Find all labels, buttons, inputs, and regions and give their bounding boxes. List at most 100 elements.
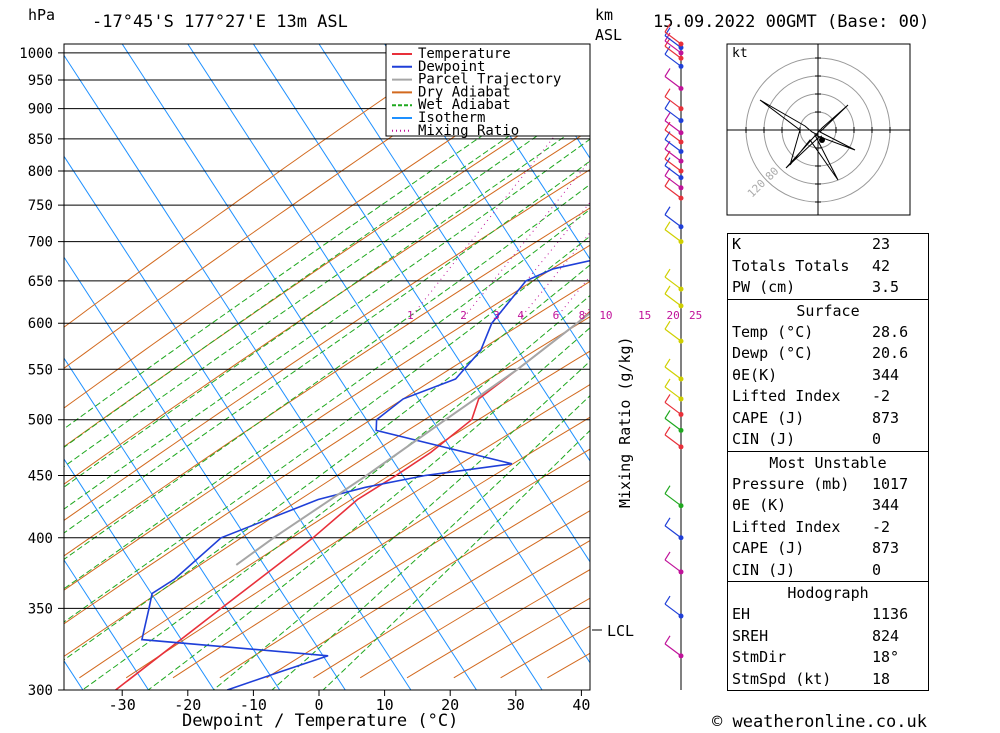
wind-barb: [664, 175, 682, 189]
dry-adiabat-line: [125, 383, 590, 679]
wind-level-dot: [678, 653, 684, 659]
pw-row: PW (cm) 3.5: [732, 278, 900, 296]
wind-level-dot: [678, 149, 684, 155]
wet-adiabat-line: [64, 183, 590, 560]
eh-row: EH 1136: [732, 605, 909, 623]
run-time: 15.09.2022 00GMT (Base: 00): [653, 12, 929, 32]
x-axis-label: Dewpoint / Temperature (°C): [182, 711, 458, 731]
mixing-ratio-label: 3: [493, 309, 500, 322]
mu-pressure-row: Pressure (mb) 1017: [732, 474, 909, 493]
pressure-tick-label: 800: [28, 164, 53, 180]
surface-dewp-row: Dewp (°C) 20.6: [732, 344, 909, 362]
plot-frame: [63, 43, 591, 691]
pressure-tick-label: 450: [28, 468, 53, 484]
wind-barb-flag: [664, 88, 671, 97]
wind-barb: [664, 643, 682, 657]
totals-totals-row: Totals Totals 42: [732, 256, 891, 275]
legend-box: [385, 43, 591, 137]
wet-adiabat-line: [64, 60, 590, 430]
surface-cin-row: CIN (J) 0: [732, 430, 882, 448]
wind-barb-flag: [664, 595, 671, 605]
pressure-tick-label: 900: [28, 102, 53, 118]
wind-barb: [664, 96, 682, 110]
mu-li-row: Lifted Index -2: [732, 517, 891, 536]
pressure-unit: hPa: [28, 6, 55, 24]
surface-li-row: Lifted Index -2: [732, 387, 891, 405]
wind-level-dot: [678, 130, 684, 136]
wind-level-dot: [678, 444, 684, 450]
hodograph-unit: kt: [732, 46, 748, 61]
wind-barb: [664, 158, 682, 172]
wind-level-dot: [678, 50, 684, 56]
temperature-profile: [115, 310, 590, 690]
wind-barb: [664, 401, 682, 415]
wind-barb: [664, 120, 682, 134]
wind-barb-flag: [664, 517, 671, 527]
wind-level-dot: [678, 239, 684, 245]
k-index-row: K 23: [732, 235, 891, 253]
isotherm-line: [0, 44, 17, 690]
wind-barb: [664, 129, 682, 143]
wind-barb-flag: [664, 221, 671, 230]
wet-adiabat-line: [64, 98, 590, 468]
isotherm-line: [318, 44, 590, 462]
wet-adiabat-line: [64, 235, 590, 623]
mixing-ratio-label: 20: [666, 309, 679, 322]
wind-barb: [664, 139, 682, 152]
wind-barb: [664, 434, 682, 448]
wind-barb-flag: [664, 268, 671, 278]
pressure-tick-label: 700: [28, 235, 53, 251]
wind-barb-flag: [664, 27, 671, 36]
isotherm-line: [64, 458, 215, 690]
wind-barb-flag: [664, 551, 671, 561]
wind-level-dot: [678, 55, 684, 61]
mixing-ratio-labels: 1 2 3 4 6 8 10 15 20 25: [407, 309, 702, 322]
dry-adiabat-line: [266, 479, 590, 679]
wind-barb: [664, 214, 682, 228]
wind-barb-flag: [664, 157, 671, 166]
temperature-tick-label: 0: [314, 696, 323, 714]
dry-adiabat-line: [64, 129, 590, 485]
wind-level-dot: [678, 286, 684, 292]
wet-adiabat-line: [212, 360, 590, 690]
wind-barb: [664, 603, 682, 617]
wet-adiabat-line: [271, 395, 590, 690]
wet-adiabat-line: [64, 208, 590, 590]
hodograph-title: Hodograph: [728, 581, 928, 604]
wind-barb: [664, 493, 682, 507]
sounding-profiles: [115, 259, 590, 690]
wind-barb: [664, 35, 682, 49]
temperature-tick-label: 30: [507, 696, 525, 714]
wind-level-dot: [678, 303, 684, 309]
wet-adiabat-line: [322, 429, 590, 690]
temperature-axis: -30 -20 -10 0 10 20 30 40: [109, 690, 590, 714]
wind-barb: [664, 328, 682, 342]
pressure-tick-label: 1000: [19, 46, 53, 62]
pressure-tick-label: 350: [28, 601, 53, 617]
mixing-ratio-label: 6: [553, 309, 560, 322]
wind-barb: [664, 386, 682, 400]
pressure-tick-label: 650: [28, 274, 53, 290]
wind-barb: [664, 148, 682, 162]
wind-barb-flag: [664, 358, 671, 368]
wind-level-dot: [678, 503, 684, 509]
mu-thetae-row: θE (K) 344: [732, 496, 900, 514]
wind-level-dot: [678, 195, 684, 201]
storm-motion-dot: [819, 137, 825, 143]
wind-level-dot: [678, 118, 684, 124]
dewpoint-profile: [140, 259, 590, 690]
legend-label: Wet Adiabat: [418, 97, 511, 113]
wet-adiabat-line: [64, 117, 590, 488]
wind-barb: [664, 108, 682, 122]
pressure-tick-label: 300: [28, 683, 53, 699]
wind-barb: [664, 276, 682, 290]
wind-level-dot: [678, 139, 684, 145]
wind-barb: [664, 53, 682, 67]
wind-barb-flag: [664, 112, 671, 122]
wind-barb-flag: [664, 635, 671, 645]
mixing-ratio-label: 1: [407, 309, 414, 322]
temperature-tick-label: -10: [240, 696, 267, 714]
stability-indices: K 23 Totals Totals 42 PW (cm) 3.5 Surface T…: [727, 233, 929, 691]
wind-barb-flag: [664, 410, 671, 419]
wind-barb: [664, 45, 682, 59]
